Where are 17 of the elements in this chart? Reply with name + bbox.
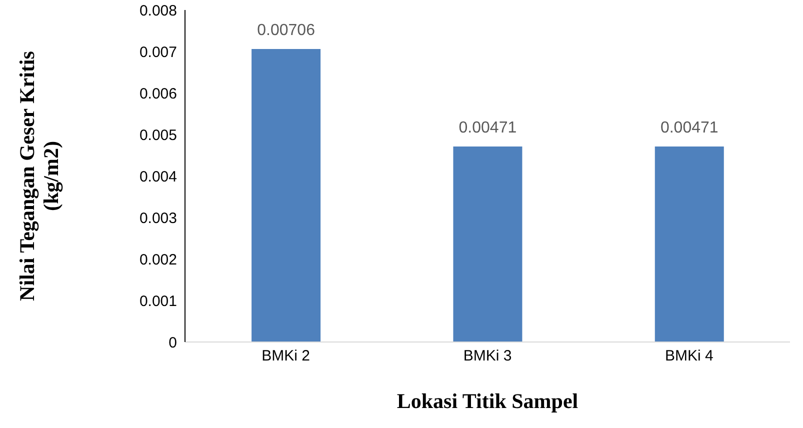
data-label: 0.00706 bbox=[257, 22, 316, 40]
y-tick-label: 0.003 bbox=[139, 210, 177, 227]
x-tick-label: BMKi 2 bbox=[262, 348, 310, 365]
x-tick-label: BMKi 3 bbox=[463, 348, 512, 365]
y-tick-label: 0.006 bbox=[139, 85, 177, 102]
y-tick-label: 0.004 bbox=[139, 168, 177, 186]
y-tick-label: 0.007 bbox=[139, 44, 177, 61]
x-axis-title: Lokasi Titik Sampel bbox=[396, 389, 578, 413]
y-tick-label: 0.001 bbox=[139, 292, 177, 310]
y-axis-title: Nilai Tegangan Geser Kritis (kg/m2) bbox=[15, 51, 63, 301]
y-tick-label: 0 bbox=[168, 334, 177, 352]
y-tick-label: 0.002 bbox=[139, 251, 177, 268]
data-label: 0.00471 bbox=[458, 120, 517, 137]
x-tick-label: BMKi 4 bbox=[664, 348, 714, 365]
data-label: 0.00471 bbox=[660, 120, 718, 137]
y-tick-label: 0.005 bbox=[139, 126, 177, 144]
y-tick-label: 0.008 bbox=[139, 2, 177, 20]
